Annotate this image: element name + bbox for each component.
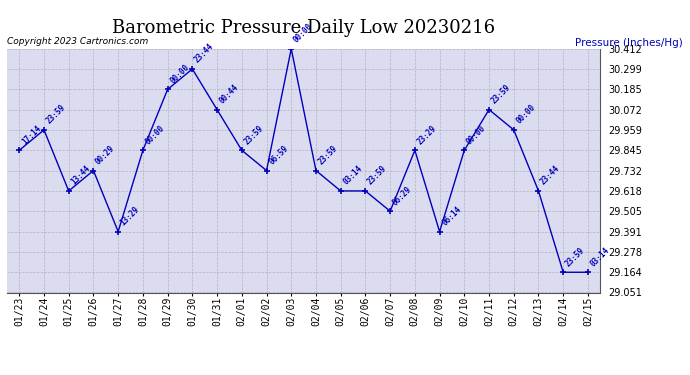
- Text: 23:59: 23:59: [317, 144, 339, 166]
- Text: 23:44: 23:44: [539, 164, 562, 187]
- Text: 03:14: 03:14: [589, 245, 611, 268]
- Text: 06:29: 06:29: [391, 184, 413, 207]
- Text: Barometric Pressure Daily Low 20230216: Barometric Pressure Daily Low 20230216: [112, 19, 495, 37]
- Text: 23:59: 23:59: [490, 83, 513, 105]
- Text: 13:29: 13:29: [119, 205, 141, 228]
- Text: 00:44: 00:44: [217, 83, 240, 105]
- Text: 23:59: 23:59: [242, 123, 265, 146]
- Text: 23:29: 23:29: [415, 123, 438, 146]
- Text: 00:29: 00:29: [94, 144, 117, 166]
- Text: Copyright 2023 Cartronics.com: Copyright 2023 Cartronics.com: [7, 38, 148, 46]
- Text: 17:14: 17:14: [20, 123, 43, 146]
- Text: 23:44: 23:44: [193, 42, 216, 65]
- Text: 06:14: 06:14: [440, 205, 463, 228]
- Text: 23:59: 23:59: [366, 164, 388, 187]
- Text: 00:00: 00:00: [514, 103, 537, 126]
- Text: 06:59: 06:59: [267, 144, 290, 166]
- Text: Pressure (Inches/Hg): Pressure (Inches/Hg): [575, 38, 683, 48]
- Text: 00:00: 00:00: [465, 123, 488, 146]
- Text: 00:00: 00:00: [168, 63, 191, 85]
- Text: 00:00: 00:00: [144, 123, 166, 146]
- Text: 23:59: 23:59: [45, 103, 68, 126]
- Text: 23:59: 23:59: [564, 245, 586, 268]
- Text: 00:00: 00:00: [292, 22, 315, 45]
- Text: 03:14: 03:14: [342, 164, 364, 187]
- Text: 13:44: 13:44: [69, 164, 92, 187]
